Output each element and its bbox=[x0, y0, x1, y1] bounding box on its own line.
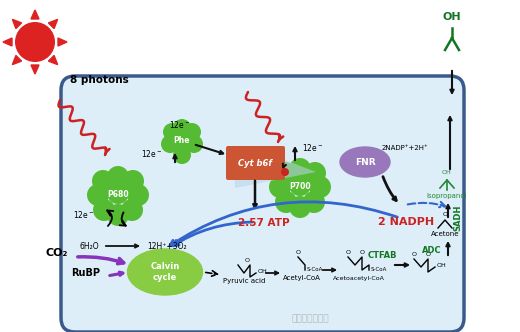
Text: 中国生物技术网: 中国生物技术网 bbox=[291, 314, 329, 323]
Text: Cyt b6f: Cyt b6f bbox=[239, 158, 272, 168]
Circle shape bbox=[173, 146, 191, 164]
Circle shape bbox=[289, 158, 311, 180]
Text: SADH: SADH bbox=[453, 205, 462, 231]
Text: OH: OH bbox=[442, 170, 452, 175]
Circle shape bbox=[173, 131, 191, 149]
Polygon shape bbox=[48, 55, 58, 65]
Circle shape bbox=[107, 166, 129, 188]
Text: O: O bbox=[412, 252, 417, 257]
Text: O: O bbox=[296, 250, 301, 255]
Circle shape bbox=[87, 184, 109, 206]
Text: O: O bbox=[346, 250, 351, 255]
Circle shape bbox=[161, 135, 179, 153]
Circle shape bbox=[122, 170, 144, 192]
FancyBboxPatch shape bbox=[61, 76, 464, 332]
Ellipse shape bbox=[340, 147, 390, 177]
Text: Isopropanol: Isopropanol bbox=[427, 193, 467, 199]
Text: P680: P680 bbox=[107, 190, 129, 199]
Text: CO₂: CO₂ bbox=[46, 248, 68, 258]
FancyBboxPatch shape bbox=[226, 146, 285, 180]
Circle shape bbox=[121, 199, 143, 221]
Text: 12H⁺+3O₂: 12H⁺+3O₂ bbox=[147, 241, 187, 251]
Text: Pyruvic acid: Pyruvic acid bbox=[223, 278, 265, 284]
Polygon shape bbox=[58, 38, 67, 46]
Text: 12e$^-$: 12e$^-$ bbox=[73, 209, 95, 220]
Text: 2 NADPH: 2 NADPH bbox=[378, 217, 434, 227]
Polygon shape bbox=[12, 19, 21, 29]
Text: OH: OH bbox=[437, 263, 447, 268]
Text: CTFAB: CTFAB bbox=[367, 251, 397, 260]
Text: 2.57 ATP: 2.57 ATP bbox=[238, 218, 290, 228]
Circle shape bbox=[183, 123, 201, 141]
Text: P700: P700 bbox=[289, 182, 311, 191]
Polygon shape bbox=[31, 10, 39, 19]
Text: 2NADP⁺+2H⁺: 2NADP⁺+2H⁺ bbox=[382, 145, 429, 151]
Polygon shape bbox=[48, 19, 58, 29]
Circle shape bbox=[281, 168, 289, 176]
Circle shape bbox=[15, 22, 55, 62]
Text: O: O bbox=[426, 252, 431, 257]
Circle shape bbox=[275, 191, 297, 213]
Polygon shape bbox=[234, 158, 316, 188]
Polygon shape bbox=[31, 65, 39, 74]
Polygon shape bbox=[12, 55, 21, 65]
Circle shape bbox=[304, 162, 326, 184]
Text: Acetoacetyl-CoA: Acetoacetyl-CoA bbox=[333, 276, 385, 281]
Circle shape bbox=[274, 162, 296, 184]
Text: 12e$^-$: 12e$^-$ bbox=[141, 148, 163, 159]
Text: RuBP: RuBP bbox=[72, 268, 100, 278]
Circle shape bbox=[289, 196, 311, 218]
Circle shape bbox=[185, 135, 203, 153]
Text: FNR: FNR bbox=[355, 157, 375, 167]
Ellipse shape bbox=[127, 249, 202, 295]
Circle shape bbox=[107, 182, 129, 204]
Text: O: O bbox=[360, 250, 365, 255]
Text: 8 photons: 8 photons bbox=[70, 75, 129, 85]
Text: OH: OH bbox=[258, 269, 268, 274]
Text: O: O bbox=[443, 212, 448, 217]
Text: S-CoA: S-CoA bbox=[307, 267, 323, 272]
Circle shape bbox=[92, 170, 114, 192]
Text: Acetone: Acetone bbox=[431, 231, 459, 237]
Text: Acetyl-CoA: Acetyl-CoA bbox=[283, 275, 321, 281]
Text: Phe: Phe bbox=[174, 135, 190, 144]
Circle shape bbox=[173, 119, 191, 137]
Circle shape bbox=[269, 176, 291, 198]
Circle shape bbox=[163, 123, 181, 141]
Circle shape bbox=[309, 176, 331, 198]
Polygon shape bbox=[3, 38, 12, 46]
Circle shape bbox=[289, 174, 311, 196]
Text: S-CoA: S-CoA bbox=[371, 267, 387, 272]
Circle shape bbox=[127, 184, 149, 206]
Text: 12e$^-$: 12e$^-$ bbox=[169, 119, 191, 130]
Text: 12e$^-$: 12e$^-$ bbox=[302, 142, 323, 153]
Circle shape bbox=[93, 199, 115, 221]
Text: ADC: ADC bbox=[422, 245, 442, 255]
Text: O: O bbox=[244, 258, 250, 263]
Circle shape bbox=[107, 204, 129, 226]
Text: 6H₂O: 6H₂O bbox=[80, 241, 99, 251]
Text: Calvin
cycle: Calvin cycle bbox=[150, 262, 179, 282]
Circle shape bbox=[303, 191, 325, 213]
Text: OH: OH bbox=[443, 12, 461, 22]
